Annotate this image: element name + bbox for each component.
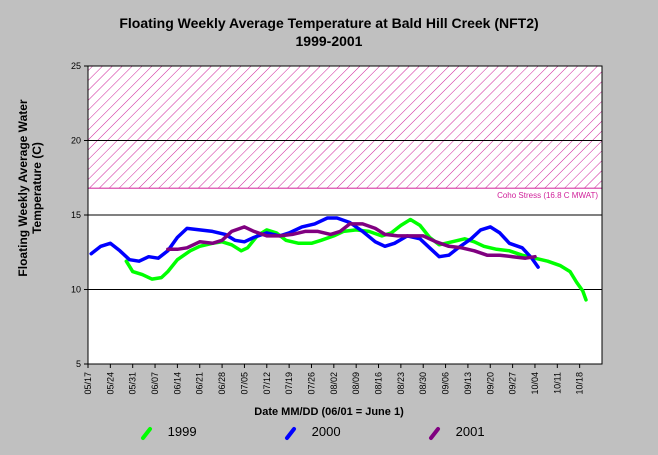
x-tick-label-10-18: 10/18 (575, 372, 585, 395)
x-axis-label: Date MM/DD (06/01 = June 1) (254, 406, 404, 418)
threshold-label: Coho Stress (16.8 C MWAT) (497, 191, 598, 200)
y-axis-label: Floating Weekly Average Water Temperatur… (16, 99, 44, 276)
x-tick-label-07-26: 07/26 (306, 372, 316, 395)
legend-swatch-2001 (429, 426, 440, 440)
x-tick-label-07-05: 07/05 (239, 372, 249, 395)
x-tick-label-09-13: 09/13 (463, 372, 473, 395)
legend-swatch-2000 (285, 426, 296, 440)
x-tick-label-07-12: 07/12 (262, 372, 272, 395)
x-tick-label-06-21: 06/21 (195, 372, 205, 395)
series-line-1999 (124, 217, 588, 302)
threshold-band (87, 65, 603, 189)
chart-title: Floating Weekly Average Temperature at B… (0, 14, 658, 50)
x-tick-label-08-30: 08/30 (418, 372, 428, 395)
legend-label-2000: 2000 (311, 424, 341, 439)
x-tick-label-09-27: 09/27 (508, 372, 518, 395)
legend-label-2001: 2001 (455, 424, 485, 439)
x-tick-label-06-07: 06/07 (150, 372, 160, 395)
x-tick-label-08-16: 08/16 (374, 372, 384, 395)
legend-label-1999: 1999 (167, 424, 197, 439)
y-tick-label-10: 10 (71, 285, 81, 295)
chart-title-line2: 1999-2001 (295, 33, 363, 49)
series-line-2001 (166, 222, 537, 260)
x-tick-label-09-20: 09/20 (485, 372, 495, 395)
x-tick-label-10-11: 10/11 (552, 372, 562, 394)
legend-swatch-1999 (141, 426, 152, 440)
chart-title-line1: Floating Weekly Average Temperature at B… (119, 15, 539, 31)
y-tick-label-20: 20 (71, 136, 81, 146)
y-tick-label-25: 25 (71, 61, 81, 71)
x-tick-label-08-23: 08/23 (396, 372, 406, 395)
x-tick-label-06-28: 06/28 (217, 372, 227, 395)
legend-item-2001: 2001 (428, 424, 485, 441)
series-line-2000 (89, 216, 540, 269)
legend-item-1999: 1999 (140, 424, 197, 441)
x-tick-label-10-04: 10/04 (530, 372, 540, 395)
y-tick-label-5: 5 (76, 359, 81, 369)
x-tick-label-06-14: 06/14 (172, 372, 182, 395)
x-tick-label-05-24: 05/24 (105, 372, 115, 395)
x-tick-label-07-19: 07/19 (284, 372, 294, 395)
y-tick-label-15: 15 (71, 210, 81, 220)
x-tick-label-08-02: 08/02 (329, 372, 339, 395)
x-tick-label-05-17: 05/17 (83, 372, 93, 395)
legend-item-2000: 2000 (284, 424, 341, 441)
x-tick-label-08-09: 08/09 (351, 372, 361, 395)
x-tick-label-05-31: 05/31 (128, 372, 138, 395)
y-axis-label-line2: Temperature (C) (30, 142, 44, 234)
x-tick-label-09-06: 09/06 (441, 372, 451, 395)
y-axis-label-line1: Floating Weekly Average Water (16, 99, 30, 277)
